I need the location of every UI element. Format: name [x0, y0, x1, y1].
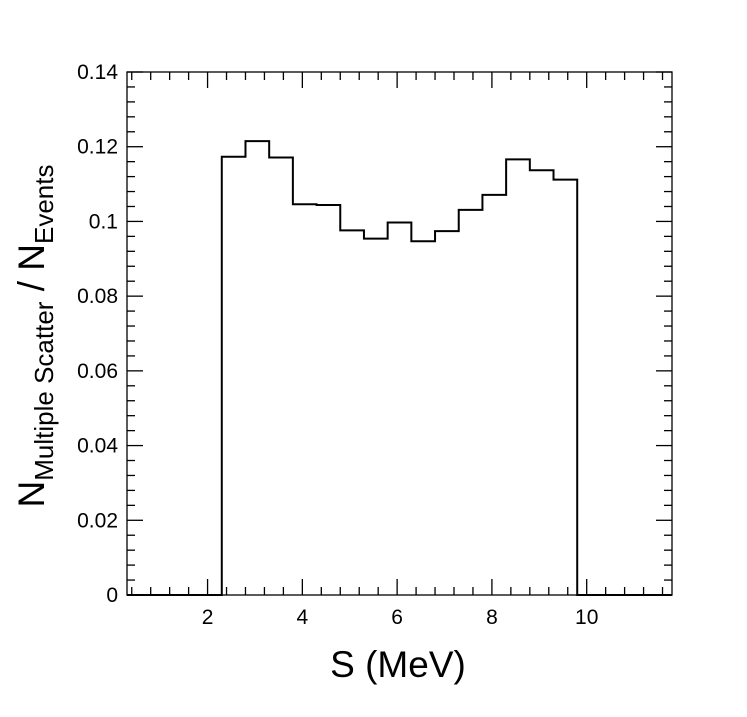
x-tick-label: 6	[391, 606, 403, 629]
y-tick-label: 0.02	[77, 509, 118, 532]
y-axis-title-sub2: Events	[29, 165, 59, 245]
y-tick-labels: 0 0.02 0.04 0.06 0.08 0.1 0.12 0.14	[77, 61, 118, 607]
y-axis-title: NMultiple Scatter / NEvents	[11, 165, 59, 508]
y-tick-label: 0.14	[77, 61, 118, 84]
y-axis-title-sub1: Multiple Scatter	[29, 301, 59, 481]
histogram-line	[127, 140, 672, 596]
y-tick-label: 0.04	[77, 435, 118, 458]
x-tick-labels: 2 4 6 8 10	[202, 606, 599, 629]
x-tick-label: 4	[297, 606, 309, 629]
plot-frame	[126, 71, 673, 596]
axis-ticks	[127, 71, 672, 596]
y-tick-label: 0.1	[89, 210, 118, 233]
y-tick-label: 0.12	[77, 136, 118, 159]
x-axis-title: S (MeV)	[330, 644, 466, 685]
x-tick-label: 8	[486, 606, 498, 629]
x-tick-label: 2	[202, 606, 214, 629]
y-tick-label: 0.06	[77, 360, 118, 383]
y-tick-label: 0	[106, 584, 118, 607]
y-tick-label: 0.08	[77, 285, 118, 308]
y-axis-title-main: N	[11, 481, 52, 508]
x-tick-label: 10	[575, 606, 598, 629]
y-axis-title-sep: / N	[11, 244, 52, 302]
